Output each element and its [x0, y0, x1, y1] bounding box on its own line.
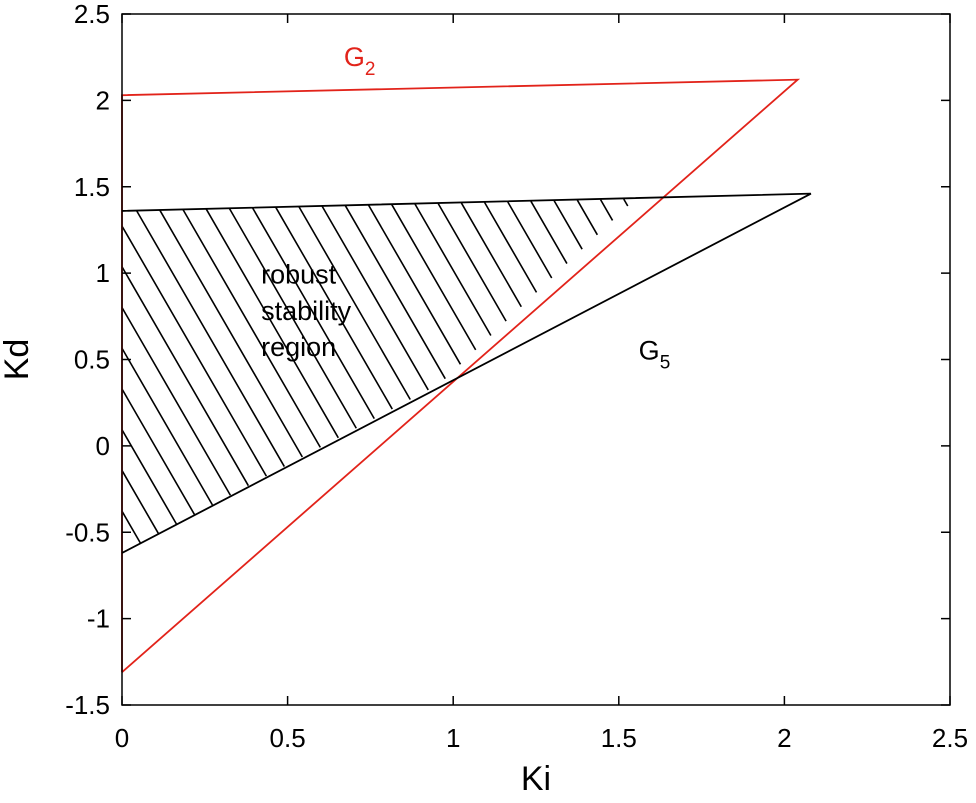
x-tick-label: 1.5	[601, 723, 637, 753]
y-tick-label: 0.5	[74, 345, 110, 375]
hatch-line	[182, 209, 322, 448]
y-tick-label: 1	[96, 258, 110, 288]
y-axis-title: Kd	[0, 339, 36, 381]
hatch-line	[576, 199, 599, 236]
y-tick-label: 1.5	[74, 172, 110, 202]
hatch-line	[121, 429, 178, 525]
hatch-line	[623, 198, 629, 207]
x-tick-label: 1	[446, 723, 460, 753]
hatch-line	[460, 202, 522, 308]
hatch-line	[530, 200, 568, 264]
annotation-line: region	[261, 332, 336, 362]
ticks-layer: 0 0.5 1 1.5 2 2.5 -1.5 -1 -0.5 0 0.5 1 1.5 2 2.5	[65, 0, 968, 753]
hatch-line	[121, 266, 250, 487]
hatch-line	[367, 204, 462, 365]
x-tick-label: 0	[115, 723, 129, 753]
hatch-line	[159, 209, 304, 458]
series-G2-label: G2	[344, 42, 376, 80]
series-G5-label: G5	[639, 336, 671, 374]
hatch-line	[414, 203, 492, 336]
y-tick-label: 0	[96, 431, 110, 461]
hatch-line	[121, 388, 196, 515]
hatch-line	[121, 510, 142, 544]
y-tick-label: 2	[96, 85, 110, 115]
x-tick-label: 2.5	[932, 723, 968, 753]
series-label-main: G	[344, 42, 365, 72]
hatch-line	[251, 207, 375, 420]
hatch-line	[205, 208, 339, 439]
series-label-main: G	[639, 336, 660, 366]
hatch-line	[121, 470, 160, 534]
hatch-line	[275, 206, 393, 410]
series-label-sub: 5	[660, 353, 671, 374]
hatch-line	[121, 347, 214, 506]
hatch-line	[599, 199, 614, 221]
hatch-line	[553, 200, 583, 250]
x-tick-label: 2	[777, 723, 791, 753]
hatch-line	[121, 225, 268, 477]
hatch-line	[344, 205, 446, 380]
hatch-line	[135, 210, 286, 467]
x-tick-label: 0.5	[270, 723, 306, 753]
annotation-line: stability	[261, 296, 352, 326]
hatch-layer	[121, 198, 629, 554]
hatch-line	[507, 201, 553, 279]
hatch-line	[228, 208, 357, 429]
hatch-line	[391, 204, 477, 351]
hatch-line	[437, 203, 507, 322]
x-axis-title: Ki	[521, 760, 551, 798]
y-tick-label: -1	[87, 604, 110, 634]
hatch-line	[121, 307, 232, 496]
hatch-line	[298, 206, 411, 400]
hatch-line	[483, 201, 538, 293]
y-tick-label: -1.5	[65, 690, 110, 720]
annotation-line: robust	[261, 259, 337, 289]
y-tick-label: 2.5	[74, 0, 110, 29]
hatch-line	[321, 205, 429, 391]
series-G5-line	[121, 192, 812, 554]
y-tick-label: -0.5	[65, 517, 110, 547]
series-label-sub: 2	[365, 59, 376, 80]
